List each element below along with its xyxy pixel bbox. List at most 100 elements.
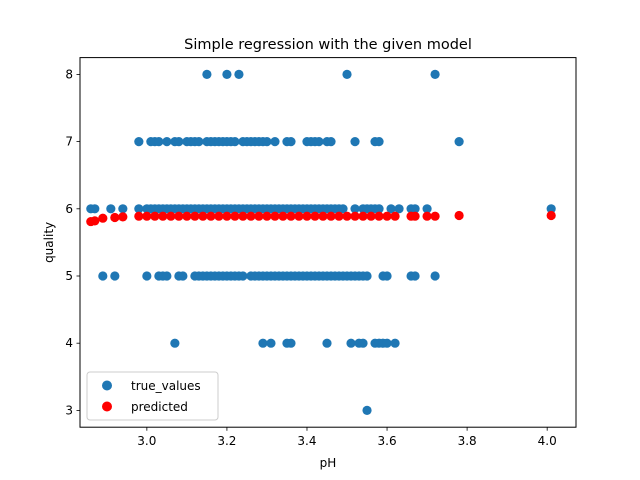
data-point bbox=[382, 338, 392, 348]
data-point bbox=[322, 338, 332, 348]
data-point bbox=[134, 204, 144, 214]
data-point bbox=[386, 204, 396, 214]
legend: true_values predicted bbox=[86, 371, 219, 421]
x-tick-label: 3.4 bbox=[297, 434, 316, 448]
data-point bbox=[98, 213, 108, 223]
data-point bbox=[362, 405, 372, 415]
data-point bbox=[326, 211, 336, 221]
data-point bbox=[110, 271, 120, 281]
data-point bbox=[430, 69, 440, 79]
data-point bbox=[374, 137, 384, 147]
data-point bbox=[342, 211, 352, 221]
data-point bbox=[422, 211, 432, 221]
y-tick-label: 8 bbox=[65, 67, 73, 81]
data-point bbox=[338, 204, 348, 214]
y-tick-label: 7 bbox=[65, 135, 73, 149]
data-point bbox=[350, 211, 360, 221]
data-point bbox=[262, 211, 272, 221]
data-point bbox=[170, 338, 180, 348]
data-point bbox=[198, 211, 208, 221]
data-point bbox=[106, 204, 116, 214]
data-point bbox=[410, 271, 420, 281]
data-point bbox=[314, 137, 324, 147]
series-true-values bbox=[86, 69, 556, 415]
data-point bbox=[430, 271, 440, 281]
data-point bbox=[454, 137, 464, 147]
chart-title: Simple regression with the given model bbox=[184, 37, 472, 53]
data-point bbox=[422, 204, 432, 214]
data-point bbox=[546, 204, 556, 214]
x-axis: 3.0 3.2 3.4 3.6 3.8 4.0 bbox=[137, 427, 557, 448]
data-point bbox=[394, 204, 404, 214]
legend-box bbox=[86, 371, 219, 421]
data-point bbox=[374, 211, 384, 221]
axes-frame bbox=[79, 57, 577, 428]
data-point bbox=[222, 69, 232, 79]
data-point bbox=[142, 211, 152, 221]
y-tick-label: 6 bbox=[65, 202, 73, 216]
data-point bbox=[366, 211, 376, 221]
series-predicted bbox=[86, 210, 556, 227]
data-point bbox=[118, 204, 128, 214]
data-point bbox=[326, 137, 336, 147]
data-point bbox=[162, 271, 172, 281]
data-point bbox=[254, 211, 264, 221]
x-axis-label: pH bbox=[320, 456, 337, 470]
legend-label-predicted: predicted bbox=[131, 400, 188, 414]
x-tick-label: 3.8 bbox=[458, 434, 477, 448]
data-point bbox=[118, 212, 128, 222]
data-point bbox=[214, 211, 224, 221]
data-point bbox=[90, 216, 100, 226]
data-point bbox=[238, 271, 248, 281]
data-point bbox=[166, 211, 176, 221]
data-point bbox=[162, 137, 172, 147]
y-tick-label: 4 bbox=[65, 336, 73, 350]
x-tick-label: 3.6 bbox=[378, 434, 397, 448]
data-point bbox=[262, 137, 272, 147]
data-point bbox=[374, 204, 384, 214]
data-point bbox=[546, 210, 556, 221]
data-point bbox=[310, 211, 320, 221]
data-point bbox=[302, 211, 312, 221]
data-point bbox=[246, 211, 256, 221]
data-point bbox=[142, 271, 152, 281]
data-point bbox=[382, 211, 392, 221]
x-tick-label: 3.2 bbox=[217, 434, 236, 448]
data-point bbox=[278, 211, 288, 221]
data-point bbox=[358, 211, 368, 221]
data-point bbox=[234, 69, 244, 79]
data-point bbox=[294, 211, 304, 221]
data-point bbox=[238, 211, 248, 221]
data-point bbox=[150, 211, 160, 221]
data-point bbox=[182, 211, 192, 221]
data-point bbox=[134, 137, 144, 147]
data-point bbox=[346, 338, 356, 348]
x-tick-label: 4.0 bbox=[538, 434, 557, 448]
data-point bbox=[390, 338, 400, 348]
data-point bbox=[98, 271, 108, 281]
data-point bbox=[258, 338, 268, 348]
data-point bbox=[90, 204, 100, 214]
legend-marker-predicted bbox=[102, 401, 112, 412]
data-point bbox=[202, 69, 212, 79]
data-point bbox=[382, 271, 392, 281]
y-axis-label: quality bbox=[42, 222, 56, 263]
data-point bbox=[390, 211, 400, 221]
y-tick-label: 5 bbox=[65, 269, 73, 283]
data-point bbox=[178, 271, 188, 281]
legend-label-true-values: true_values bbox=[131, 379, 201, 393]
data-point bbox=[410, 204, 420, 214]
data-point bbox=[430, 211, 440, 221]
data-point bbox=[286, 338, 296, 348]
data-point bbox=[230, 137, 240, 147]
data-point bbox=[190, 211, 200, 221]
legend-marker-true-values bbox=[102, 380, 112, 391]
data-point bbox=[454, 210, 464, 221]
data-point bbox=[134, 211, 144, 221]
data-point bbox=[270, 211, 280, 221]
data-point bbox=[334, 211, 344, 221]
data-point bbox=[362, 271, 372, 281]
data-point bbox=[318, 211, 328, 221]
